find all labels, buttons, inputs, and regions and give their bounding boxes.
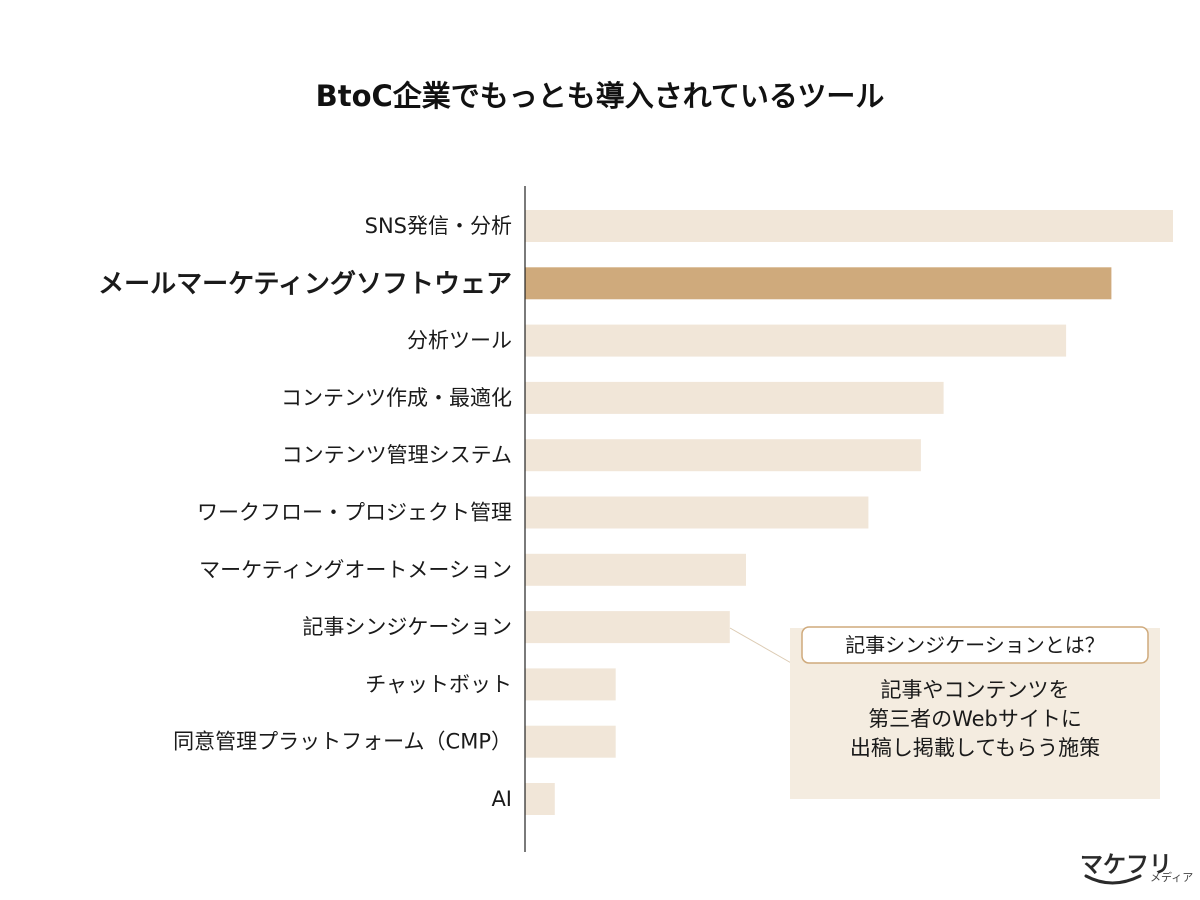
category-label-10: 同意管理プラットフォーム（CMP） (173, 730, 512, 754)
bar-10 (525, 725, 616, 758)
bar-8 (525, 611, 730, 644)
category-label-5: コンテンツ管理システム (282, 443, 512, 467)
callout-line-1: 記事やコンテンツを (881, 678, 1070, 702)
category-label-3: 分析ツール (407, 329, 512, 353)
category-label-6: ワークフロー・プロジェクト管理 (197, 501, 512, 525)
bar-1 (525, 210, 1173, 242)
category-label-7: マーケティングオートメーション (199, 558, 512, 582)
logo-sub-text: メディア (1150, 870, 1193, 884)
bar-6 (525, 496, 869, 529)
bars-group (525, 210, 1173, 815)
callout-line-2: 第三者のWebサイトに (868, 707, 1082, 731)
logo-smile-icon (1084, 874, 1142, 885)
callout-title-box (801, 626, 1149, 664)
bar-11 (525, 783, 555, 815)
brand-logo: マケフリ メディア (1080, 852, 1193, 885)
logo-main-text: マケフリ (1080, 852, 1172, 878)
bar-2 (525, 267, 1112, 300)
category-labels: SNS発信・分析メールマーケティングソフトウェア分析ツールコンテンツ作成・最適化… (98, 214, 512, 811)
bar-3 (525, 324, 1067, 357)
bar-5 (525, 439, 921, 472)
callout-line-3: 出稿し掲載してもらう施策 (850, 736, 1100, 760)
chart-title: BtoC企業でもっとも導入されているツール (316, 79, 885, 113)
category-label-1: SNS発信・分析 (365, 214, 512, 238)
bar-4 (525, 381, 944, 414)
callout: 記事シンジケーションとは？ 記事やコンテンツを 第三者のWebサイトに 出稿し掲… (790, 626, 1160, 799)
category-label-9: チャットボット (365, 672, 512, 696)
category-label-2: メールマーケティングソフトウェア (98, 269, 512, 299)
bar-9 (525, 668, 616, 701)
callout-connector (729, 627, 801, 669)
category-label-4: コンテンツ作成・最適化 (281, 386, 512, 410)
category-label-8: 記事シンジケーション (302, 615, 512, 639)
category-label-11: AI (491, 787, 512, 811)
callout-title: 記事シンジケーションとは？ (845, 633, 1105, 657)
bar-7 (525, 553, 746, 586)
